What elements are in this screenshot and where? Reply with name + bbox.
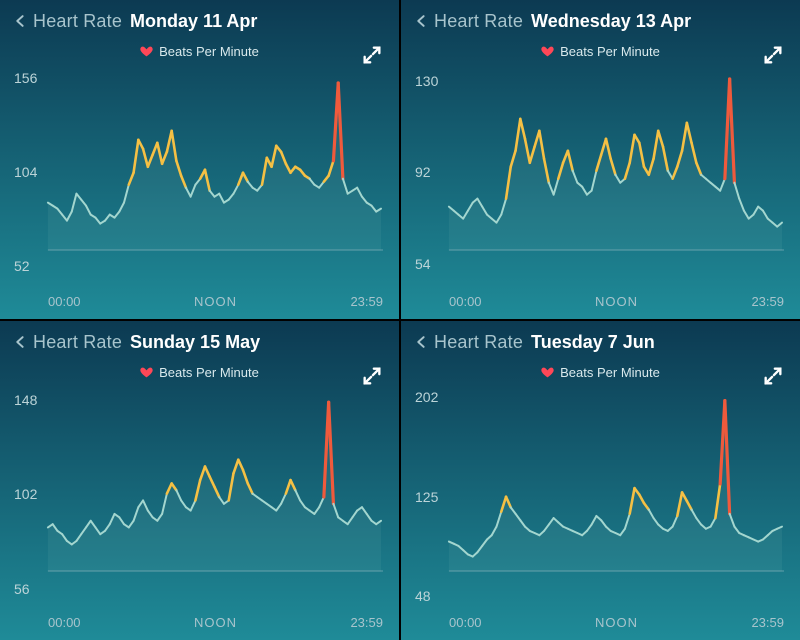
x-tick-label: 23:59: [751, 615, 784, 630]
screen-title: Heart Rate: [434, 11, 523, 32]
sub-label: Beats Per Minute: [560, 44, 660, 59]
x-tick-label: 00:00: [48, 615, 81, 630]
screen-date: Wednesday 13 Apr: [531, 11, 691, 32]
heart-icon: [541, 366, 554, 379]
screen-date: Tuesday 7 Jun: [531, 332, 655, 353]
back-icon[interactable]: [14, 10, 27, 32]
x-tick-label: 23:59: [751, 294, 784, 309]
hr-panel-3: Heart Rate Tuesday 7 Jun Beats Per Minut…: [401, 321, 800, 640]
x-axis: 00:00 NOON 23:59: [14, 294, 385, 309]
subheader: Beats Per Minute: [415, 44, 786, 59]
hr-panel-2: Heart Rate Sunday 15 May Beats Per Minut…: [0, 321, 399, 640]
expand-icon[interactable]: [762, 365, 784, 387]
y-tick-label: 48: [415, 588, 431, 604]
screen-date: Monday 11 Apr: [130, 11, 257, 32]
sub-label: Beats Per Minute: [159, 365, 259, 380]
heart-icon: [140, 366, 153, 379]
y-tick-label: 52: [14, 258, 30, 274]
x-axis: 00:00 NOON 23:59: [14, 615, 385, 630]
x-tick-label: NOON: [595, 294, 638, 309]
heart-icon: [541, 45, 554, 58]
expand-icon[interactable]: [361, 365, 383, 387]
x-tick-label: NOON: [194, 615, 237, 630]
header: Heart Rate Wednesday 13 Apr: [415, 10, 786, 32]
sub-label: Beats Per Minute: [560, 365, 660, 380]
x-tick-label: NOON: [194, 294, 237, 309]
x-tick-label: 23:59: [350, 615, 383, 630]
expand-icon[interactable]: [361, 44, 383, 66]
heart-rate-chart: 48125202: [415, 392, 786, 609]
heart-rate-chart: 5492130: [415, 71, 786, 288]
header: Heart Rate Tuesday 7 Jun: [415, 331, 786, 353]
header: Heart Rate Sunday 15 May: [14, 331, 385, 353]
expand-icon[interactable]: [762, 44, 784, 66]
back-icon[interactable]: [415, 331, 428, 353]
screen-title: Heart Rate: [33, 11, 122, 32]
sub-label: Beats Per Minute: [159, 44, 259, 59]
hr-panel-1: Heart Rate Wednesday 13 Apr Beats Per Mi…: [401, 0, 800, 319]
subheader: Beats Per Minute: [415, 365, 786, 380]
header: Heart Rate Monday 11 Apr: [14, 10, 385, 32]
x-tick-label: 23:59: [350, 294, 383, 309]
x-tick-label: 00:00: [449, 294, 482, 309]
subheader: Beats Per Minute: [14, 365, 385, 380]
y-tick-label: 54: [415, 256, 431, 272]
heart-icon: [140, 45, 153, 58]
heart-rate-chart: 52104156: [14, 71, 385, 288]
screen-date: Sunday 15 May: [130, 332, 260, 353]
hr-panel-0: Heart Rate Monday 11 Apr Beats Per Minut…: [0, 0, 399, 319]
y-tick-label: 56: [14, 581, 30, 597]
screen-title: Heart Rate: [434, 332, 523, 353]
back-icon[interactable]: [14, 331, 27, 353]
x-axis: 00:00 NOON 23:59: [415, 294, 786, 309]
screen-title: Heart Rate: [33, 332, 122, 353]
x-tick-label: NOON: [595, 615, 638, 630]
back-icon[interactable]: [415, 10, 428, 32]
x-axis: 00:00 NOON 23:59: [415, 615, 786, 630]
subheader: Beats Per Minute: [14, 44, 385, 59]
heart-rate-chart: 56102148: [14, 392, 385, 609]
x-tick-label: 00:00: [48, 294, 81, 309]
x-tick-label: 00:00: [449, 615, 482, 630]
